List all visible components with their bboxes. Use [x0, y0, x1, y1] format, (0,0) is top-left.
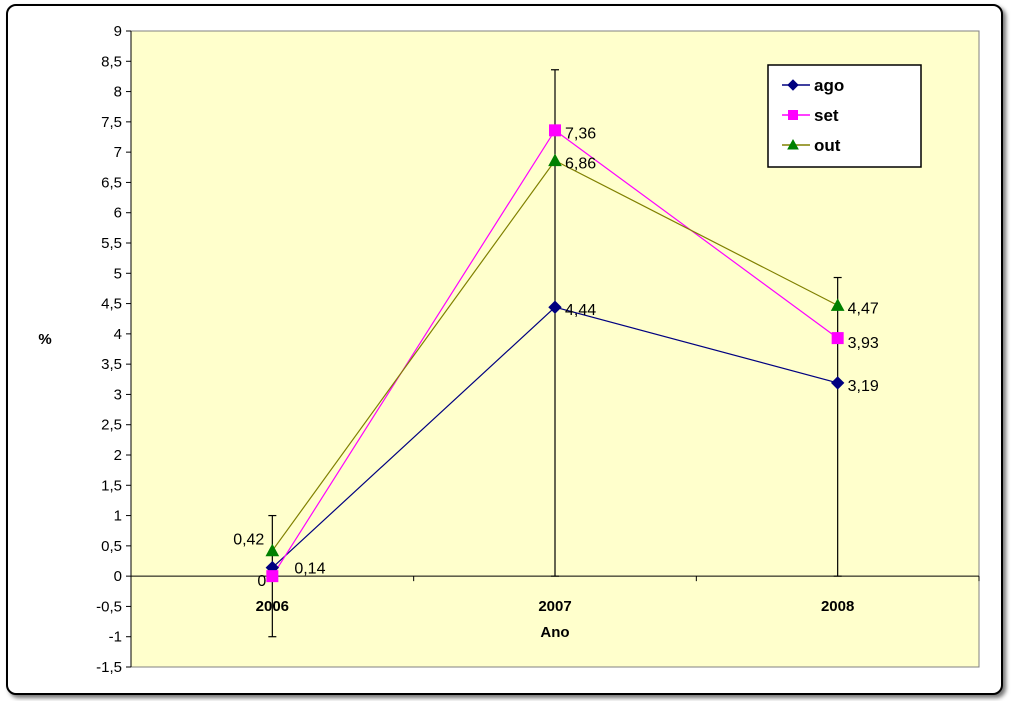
data-point: [548, 300, 562, 314]
data-point: [830, 298, 845, 311]
data-point: [549, 124, 561, 137]
legend-label: out: [814, 136, 841, 155]
y-tick-label: 0,5: [101, 538, 122, 555]
data-point: [787, 79, 799, 91]
data-label: 3,19: [848, 378, 879, 395]
y-tick-label: 3,5: [101, 356, 122, 373]
data-label: 0: [257, 573, 266, 590]
y-tick-label: 8,5: [101, 53, 122, 70]
data-point: [830, 376, 845, 390]
data-point: [265, 543, 280, 557]
data-label: 7,36: [565, 125, 596, 142]
y-tick-label: 5: [114, 265, 122, 282]
data-point: [788, 110, 798, 120]
y-tick-label: 8: [114, 84, 122, 101]
legend-label: ago: [814, 76, 844, 95]
data-label: 0,14: [294, 561, 325, 578]
y-tick-label: 5,5: [101, 235, 122, 252]
data-label: 4,47: [848, 300, 879, 317]
data-label: 0,42: [233, 532, 264, 549]
y-tick-label: 7: [114, 144, 122, 161]
y-tick-label: 1: [114, 508, 122, 525]
data-point: [787, 138, 799, 150]
y-tick-label: 9: [114, 23, 122, 40]
y-tick-label: 6: [114, 205, 122, 222]
y-tick-label: 0: [114, 568, 122, 585]
data-label: 6,86: [565, 156, 596, 173]
x-axis-title: Ano: [540, 624, 569, 641]
x-tick-label: 2007: [538, 598, 571, 615]
y-tick-label: -1,5: [96, 659, 122, 676]
y-tick-label: 3: [114, 386, 122, 403]
data-label: 3,93: [848, 335, 879, 352]
y-axis-title: %: [38, 331, 51, 348]
y-tick-label: 6,5: [101, 174, 122, 191]
y-tick-label: 1,5: [101, 477, 122, 494]
y-tick-label: -0,5: [96, 598, 122, 615]
y-tick-label: 4,5: [101, 296, 122, 313]
data-point: [831, 332, 844, 345]
y-tick-label: 7,5: [101, 114, 122, 131]
legend-label: set: [814, 106, 839, 125]
x-tick-label: 2008: [821, 598, 854, 615]
data-label: 4,44: [565, 302, 596, 319]
y-tick-label: 2,5: [101, 417, 122, 434]
y-tick-label: 2: [114, 447, 122, 464]
y-tick-label: -1: [109, 629, 122, 646]
y-tick-label: 4: [114, 326, 122, 343]
legend: ago set out: [767, 64, 922, 168]
data-point: [548, 153, 562, 167]
data-point: [266, 570, 279, 583]
